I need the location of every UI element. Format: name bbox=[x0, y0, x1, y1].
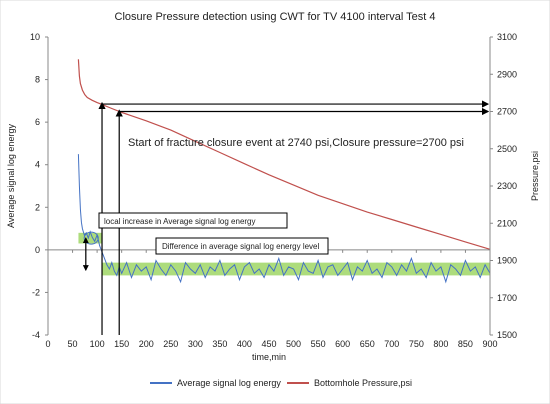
series-line bbox=[77, 154, 491, 284]
x-tick-label: 400 bbox=[237, 339, 252, 349]
local-increase-box bbox=[98, 212, 288, 229]
local-increase-annotation: local increase in Average signal log ene… bbox=[104, 217, 256, 226]
annotation-layer: Start of fracture closure event at 2740 … bbox=[82, 100, 490, 335]
x-tick-label: 300 bbox=[188, 339, 203, 349]
x-tick-label: 200 bbox=[139, 339, 154, 349]
y-left-tick-label: -4 bbox=[32, 330, 40, 340]
x-tick-label: 50 bbox=[68, 339, 78, 349]
x-tick-label: 850 bbox=[458, 339, 473, 349]
x-tick-label: 650 bbox=[360, 339, 375, 349]
series-line bbox=[77, 59, 491, 250]
axes-layer: 0 50 100 150 200 250 300 350 400 450 500 550 600 650 7… bbox=[6, 32, 540, 362]
x-tick-label: 100 bbox=[90, 339, 105, 349]
band-layer bbox=[78, 232, 491, 276]
x-tick-label: 800 bbox=[433, 339, 448, 349]
legend: Average signal log energy Bottomhole Pres… bbox=[150, 378, 412, 388]
x-tick-label: 150 bbox=[114, 339, 129, 349]
x-tick-label: 750 bbox=[409, 339, 424, 349]
x-tick-label: 550 bbox=[311, 339, 326, 349]
x-axis-title: time,min bbox=[252, 352, 286, 362]
y-right-axis-title: Pressure,psi bbox=[530, 151, 540, 201]
difference-box bbox=[155, 237, 329, 255]
y-left-axis-title: Average signal log energy bbox=[6, 124, 16, 228]
y-right-tick-label: 2900 bbox=[497, 69, 517, 79]
series-layer bbox=[77, 59, 491, 284]
green-band bbox=[78, 232, 103, 244]
y-right-tick-label: 2100 bbox=[497, 218, 517, 228]
y-right-tick-label: 2500 bbox=[497, 144, 517, 154]
y-left-tick-label: 4 bbox=[35, 160, 40, 170]
y-right-tick-label: 1500 bbox=[497, 330, 517, 340]
x-tick-label: 250 bbox=[163, 339, 178, 349]
y-right-tick-label: 3100 bbox=[497, 32, 517, 42]
x-tick-label: 500 bbox=[286, 339, 301, 349]
green-band bbox=[102, 262, 491, 276]
chart-title: Closure Pressure detection using CWT for… bbox=[115, 11, 436, 23]
x-tick-label: 0 bbox=[45, 339, 50, 349]
y-left-tick-label: 8 bbox=[35, 75, 40, 85]
y-right-tick-label: 2300 bbox=[497, 181, 517, 191]
y-right-tick-label: 1900 bbox=[497, 256, 517, 266]
x-tick-label: 700 bbox=[384, 339, 399, 349]
y-left-tick-label: 6 bbox=[35, 117, 40, 127]
closure-event-annotation: Start of fracture closure event at 2740 … bbox=[128, 137, 464, 149]
x-tick-label: 450 bbox=[261, 339, 276, 349]
y-right-tick-label: 2700 bbox=[497, 107, 517, 117]
y-left-tick-label: 10 bbox=[30, 32, 40, 42]
y-left-tick-label: 0 bbox=[35, 245, 40, 255]
x-tick-label: 350 bbox=[212, 339, 227, 349]
legend-label: Average signal log energy bbox=[177, 378, 281, 388]
x-tick-label: 600 bbox=[335, 339, 350, 349]
x-tick-label: 900 bbox=[482, 339, 497, 349]
y-left-tick-label: 2 bbox=[35, 202, 40, 212]
legend-label: Bottomhole Pressure,psi bbox=[314, 378, 412, 388]
difference-annotation: Difference in average signal log energy … bbox=[162, 242, 320, 251]
y-left-tick-label: -2 bbox=[32, 287, 40, 297]
y-right-tick-label: 1700 bbox=[497, 293, 517, 303]
